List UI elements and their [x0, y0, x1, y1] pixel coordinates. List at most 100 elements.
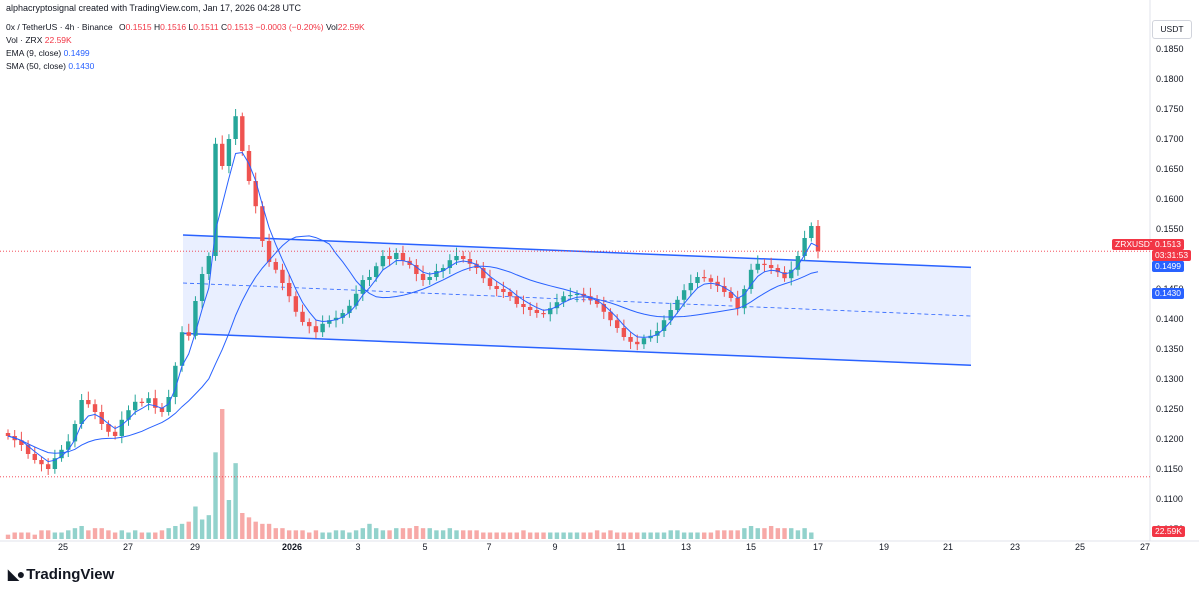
- candle-body: [548, 308, 553, 315]
- volume-bar: [246, 517, 252, 539]
- candle-body: [554, 302, 560, 309]
- volume-bar: [146, 532, 151, 539]
- volume-bar: [568, 532, 573, 539]
- volume-bar: [561, 532, 566, 539]
- time-tick-label: 17: [813, 542, 823, 552]
- volume-bars: [5, 409, 814, 539]
- candle-body: [226, 139, 232, 166]
- volume-bar: [701, 532, 707, 539]
- moving-averages: [7, 151, 819, 463]
- candle-body: [360, 280, 365, 294]
- candle-body: [675, 299, 680, 310]
- volume-bar: [594, 530, 600, 539]
- candle-body: [440, 268, 446, 271]
- volume-bar: [347, 532, 352, 539]
- volume-bar: [333, 530, 339, 539]
- volume-bar: [173, 526, 178, 539]
- candle-body: [722, 286, 727, 292]
- legend-sma[interactable]: SMA (50, close) 0.1430: [6, 61, 94, 71]
- channel-lower-line: [182, 332, 972, 366]
- volume-bar: [715, 530, 720, 539]
- candle-body: [280, 269, 285, 283]
- candle-body: [728, 292, 734, 298]
- candle-body: [266, 241, 272, 262]
- currency-button[interactable]: USDT: [1152, 20, 1192, 39]
- volume-bar: [434, 530, 439, 539]
- volume-bar: [762, 528, 767, 539]
- legend-ema-label: EMA (9, close): [6, 48, 62, 58]
- candle-body: [139, 401, 145, 403]
- volume-bar: [119, 530, 125, 539]
- candle-body: [327, 320, 332, 324]
- candle-body: [380, 256, 386, 267]
- volume-bar: [628, 532, 633, 539]
- volume-bar: [300, 530, 305, 539]
- volume-bar: [581, 532, 586, 539]
- candle-body: [367, 277, 372, 280]
- volume-bar: [253, 521, 258, 539]
- volume-bar: [521, 530, 526, 539]
- volume-bar: [206, 515, 212, 539]
- legend-symbol[interactable]: 0x / TetherUS · 4h · Binance: [6, 22, 113, 32]
- time-tick-label: 19: [879, 542, 889, 552]
- volume-bar: [106, 530, 111, 539]
- candle-body: [454, 256, 459, 261]
- candle-body: [795, 256, 801, 270]
- legend-volume[interactable]: Vol · ZRX 22.59K: [6, 35, 72, 45]
- candle-body: [39, 460, 44, 465]
- ema-tag: 0.1499: [1152, 261, 1184, 272]
- candle-body: [253, 181, 258, 207]
- volume-bar: [79, 526, 84, 539]
- candle-body: [527, 307, 533, 310]
- volume-bar: [293, 530, 299, 539]
- tradingview-logo[interactable]: ◣● TradingView: [8, 566, 114, 583]
- volume-bar: [548, 532, 553, 539]
- candle-body: [762, 263, 767, 265]
- volume-bar: [802, 528, 807, 539]
- volume-bar: [86, 530, 91, 539]
- volume-bar: [708, 532, 714, 539]
- candle-body: [641, 338, 647, 345]
- volume-bar: [99, 528, 104, 539]
- legend-ema[interactable]: EMA (9, close) 0.1499: [6, 48, 90, 58]
- time-tick-label: 13: [681, 542, 691, 552]
- volume-bar: [534, 532, 540, 539]
- volume-bar: [240, 513, 245, 539]
- candle-body: [79, 400, 84, 424]
- volume-bar: [527, 532, 533, 539]
- ema-line: [7, 151, 819, 463]
- volume-bar: [481, 532, 486, 539]
- legend-low-label: L: [188, 22, 194, 32]
- candle-body: [233, 116, 238, 139]
- legend-close-label: C: [221, 22, 228, 32]
- candle-body: [695, 277, 700, 283]
- volume-bar: [608, 530, 613, 539]
- volume-bar: [541, 532, 546, 539]
- candle-body: [153, 398, 158, 408]
- volume-bar: [722, 530, 727, 539]
- candle-body: [5, 433, 11, 436]
- time-tick-label: 21: [943, 542, 953, 552]
- volume-bar: [153, 532, 158, 539]
- candle-body: [193, 301, 198, 336]
- volume-bar: [159, 530, 165, 539]
- price-tick-label: 0.1300: [1156, 374, 1184, 384]
- candle-body: [735, 298, 740, 309]
- time-tick-label: 5: [422, 542, 427, 552]
- price-tick-label: 0.1550: [1156, 224, 1184, 234]
- volume-bar: [394, 528, 399, 539]
- candle-body: [701, 277, 707, 279]
- candle-body: [635, 341, 640, 345]
- candle-body: [307, 322, 312, 327]
- volume-bar: [179, 523, 185, 539]
- volume-bar: [273, 528, 278, 539]
- candle-body: [206, 256, 212, 274]
- volume-bar: [220, 409, 225, 539]
- time-tick-label: 25: [1075, 542, 1085, 552]
- volume-bar: [728, 530, 734, 539]
- candle-body: [789, 269, 794, 279]
- volume-bar: [59, 532, 64, 539]
- time-tick-label: 7: [486, 542, 491, 552]
- volume-bar: [387, 530, 392, 539]
